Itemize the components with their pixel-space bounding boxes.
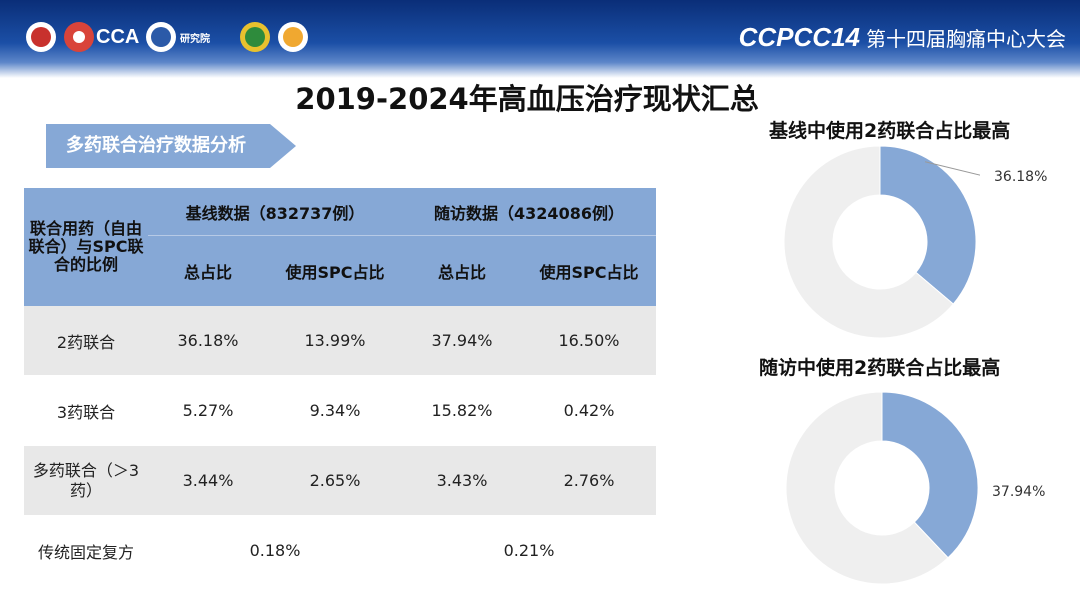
table-cell: 16.50% (522, 306, 656, 376)
institute-logo: 研究院 (146, 22, 210, 52)
table-row: 多药联合（＞3药） 3.44% 2.65% 3.43% 2.76% (24, 445, 656, 516)
donut-chart-baseline (783, 145, 980, 339)
corner-header: 联合用药（自由联合）与SPC联合的比例 (24, 188, 148, 306)
donut-data-label: 37.94% (992, 484, 1046, 500)
table-cell: 5.27% (148, 375, 268, 446)
table-cell: 0.21% (402, 515, 656, 586)
org-logo-1 (26, 22, 56, 52)
sub-header: 使用SPC占比 (268, 235, 402, 306)
cca-logo-text: CCA (96, 25, 140, 48)
table-cell: 0.18% (148, 515, 402, 586)
group-header-baseline: 基线数据（832737例） (148, 188, 402, 236)
row-label: 2药联合 (24, 306, 148, 376)
row-label: 多药联合（＞3药） (24, 445, 148, 516)
donut-slice-rest (785, 391, 949, 585)
donut-data-label: 36.18% (994, 169, 1048, 185)
org-logo-2 (240, 22, 270, 52)
data-table: 联合用药（自由联合）与SPC联合的比例 基线数据（832737例） 随访数据（4… (24, 188, 656, 586)
table-cell: 2.65% (268, 445, 402, 516)
donut-slice-highlight (881, 391, 979, 559)
sub-header: 使用SPC占比 (522, 235, 656, 306)
header-bar: CCA 研究院 CCPCC14 第十四届胸痛中心大会 (0, 0, 1080, 78)
congress-logo: CCPCC14 第十四届胸痛中心大会 (739, 14, 1066, 60)
donut-slice-highlight (879, 145, 977, 305)
congress-badge: CCPCC14 (738, 21, 860, 52)
donut-chart-followup (785, 391, 979, 585)
section-banner: 多药联合治疗数据分析 (46, 124, 296, 168)
donut-leader-line (924, 161, 980, 176)
institute-logo-text: 研究院 (180, 33, 210, 45)
donut-slice-rest (783, 145, 954, 339)
table-cell: 13.99% (268, 306, 402, 376)
cca-logo: CCA (64, 22, 139, 52)
table-row: 2药联合 36.18% 13.99% 37.94% 16.50% (24, 306, 656, 376)
page-title: 2019-2024年高血压治疗现状汇总 (295, 82, 759, 116)
org-logo-3 (278, 22, 308, 52)
table-row: 3药联合 5.27% 9.34% 15.82% 0.42% (24, 375, 656, 446)
table-cell: 3.43% (402, 445, 522, 516)
table-cell: 3.44% (148, 445, 268, 516)
table-cell: 9.34% (268, 375, 402, 446)
table-cell: 37.94% (402, 306, 522, 376)
congress-title: 第十四届胸痛中心大会 (866, 26, 1066, 51)
chart-title-followup: 随访中使用2药联合占比最高 (759, 357, 1001, 379)
table-cell: 2.76% (522, 445, 656, 516)
table-row: 传统固定复方 0.18% 0.21% (24, 515, 656, 586)
sub-header: 总占比 (148, 235, 268, 306)
row-label: 3药联合 (24, 375, 148, 446)
table-cell: 15.82% (402, 375, 522, 446)
row-label: 传统固定复方 (24, 515, 148, 586)
chart-title-baseline: 基线中使用2药联合占比最高 (769, 120, 1011, 142)
group-header-followup: 随访数据（4324086例） (402, 188, 656, 236)
sub-header: 总占比 (402, 235, 522, 306)
table-cell: 0.42% (522, 375, 656, 446)
table-cell: 36.18% (148, 306, 268, 376)
